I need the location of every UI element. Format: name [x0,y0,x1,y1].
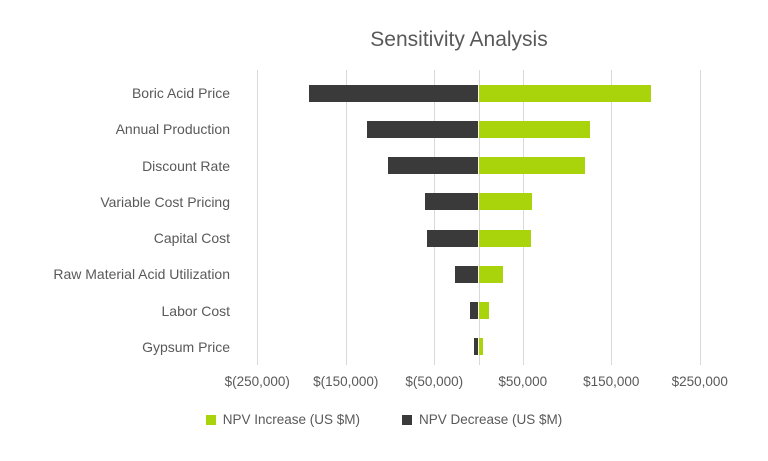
y-axis-category-labels: Boric Acid Price Annual Production Discoun… [0,75,230,365]
category-label: Variable Cost Pricing [100,193,230,210]
category-label: Capital Cost [153,230,230,247]
gridline [345,70,347,365]
gridline [611,70,613,365]
x-tick-label: $(150,000) [313,374,379,389]
bar-npv-decrease [455,265,479,283]
bar-npv-decrease [425,193,479,211]
bar-npv-increase [478,302,490,320]
bar-npv-increase [478,120,590,138]
category-label: Gypsum Price [142,338,230,355]
bar-npv-decrease [469,302,479,320]
category-label: Annual Production [115,121,230,138]
bar-npv-increase [478,157,585,175]
legend-item-npv-decrease: NPV Decrease (US $M) [402,412,562,427]
bar-npv-decrease [474,338,479,356]
bar-npv-decrease [388,157,479,175]
gridline [434,70,436,365]
legend-label-npv-increase: NPV Increase (US $M) [222,412,360,427]
x-tick-label: $150,000 [583,374,640,389]
x-tick-label: $250,000 [671,374,728,389]
category-label: Raw Material Acid Utilization [53,266,230,283]
x-tick-label: $(50,000) [405,374,464,389]
category-label: Boric Acid Price [131,85,230,102]
gridline [699,70,701,365]
legend-label-npv-decrease: NPV Decrease (US $M) [419,412,563,427]
bar-npv-increase [478,84,652,102]
bar-npv-increase [478,229,531,247]
bar-npv-increase [478,338,483,356]
zero-axis-line [478,70,480,365]
category-label: Discount Rate [142,157,230,174]
bar-npv-increase [478,193,533,211]
npv-decrease-swatch-icon [402,414,412,425]
npv-increase-swatch-icon [205,414,216,425]
legend-item-npv-increase: NPV Increase (US $M) [205,412,360,427]
bar-npv-decrease [366,120,479,138]
plot-area [240,70,768,365]
bar-npv-decrease [308,84,479,102]
x-tick-label: $(250,000) [224,374,290,389]
bar-npv-decrease [427,229,479,247]
x-axis-tick-labels: $(250,000) $(150,000) $(50,000) $50,000 $150… [225,374,768,390]
bar-npv-increase [478,265,504,283]
x-tick-label: $50,000 [498,374,548,389]
legend: NPV Increase (US $M) NPV Decrease (US $M… [0,412,768,427]
gridline [522,70,524,365]
chart-title: Sensitivity Analysis [370,28,548,51]
gridline [257,70,259,365]
category-label: Labor Cost [161,302,230,319]
